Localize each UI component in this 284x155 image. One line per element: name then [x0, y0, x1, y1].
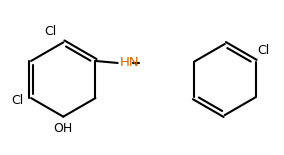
Text: OH: OH	[54, 122, 73, 135]
Text: Cl: Cl	[258, 44, 270, 57]
Text: Cl: Cl	[44, 24, 56, 38]
Text: HN: HN	[119, 56, 139, 69]
Text: Cl: Cl	[12, 94, 24, 107]
